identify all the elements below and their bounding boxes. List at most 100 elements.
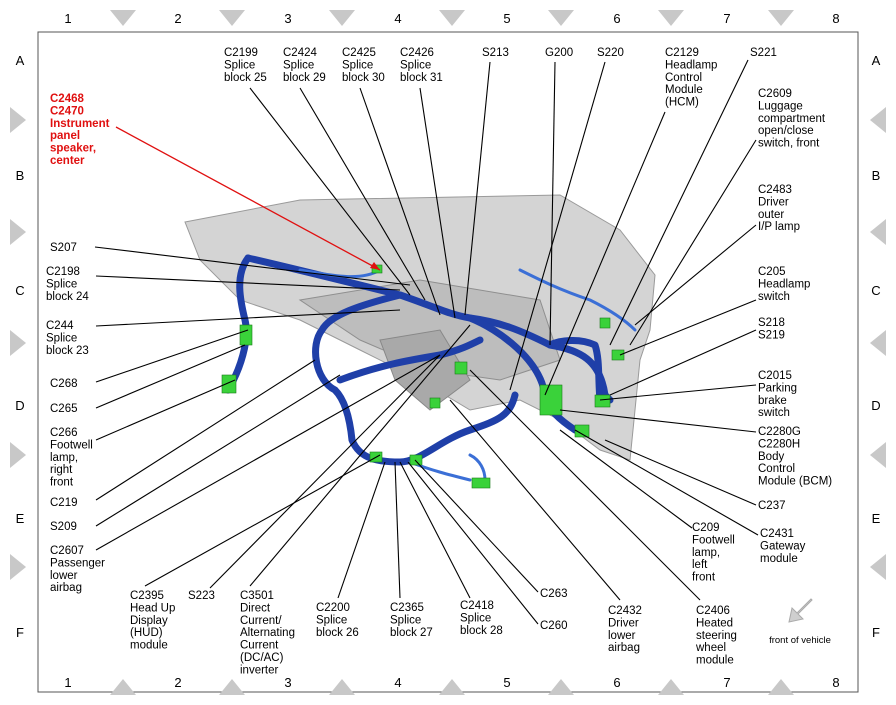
grid-marker xyxy=(658,10,684,26)
grid-marker xyxy=(658,679,684,695)
column-number: 7 xyxy=(723,11,730,26)
leader-line xyxy=(549,61,556,346)
callout-label: S223 xyxy=(188,590,215,602)
leader-line xyxy=(407,461,539,625)
leader-line xyxy=(95,379,236,441)
callout-label: C2199 Splice block 25 xyxy=(224,47,267,84)
callout-label-line: (HCM) xyxy=(665,97,699,109)
callout-label: C244 Splice block 23 xyxy=(46,320,89,357)
callout-label-line: S213 xyxy=(482,47,509,59)
callout-label: C268 xyxy=(50,378,78,390)
callout-label: C2424 Splice block 29 xyxy=(283,47,326,84)
callout-label-line: Splice xyxy=(460,612,491,624)
column-number: 3 xyxy=(284,11,291,26)
callout-label-line: Driver xyxy=(608,617,639,629)
callout-label-line: Splice xyxy=(283,59,314,71)
callout-label-line: front xyxy=(692,572,716,584)
callout-label: C2483 Driver outer I/P lamp xyxy=(758,184,800,233)
callout-label: C260 xyxy=(540,620,568,632)
callout-label-line: S207 xyxy=(50,242,77,254)
callout-label-line: C237 xyxy=(758,500,786,512)
leader-line xyxy=(629,139,757,346)
callout-label: C2418 Splice block 28 xyxy=(460,600,503,637)
callout-label-line: front xyxy=(50,477,74,489)
callout-label: C2607 Passenger lower airbag xyxy=(50,545,105,594)
highlight-leader xyxy=(115,126,381,271)
callout-label-line: I/P lamp xyxy=(758,221,800,233)
leader-line xyxy=(95,344,246,409)
callout-label-line: Splice xyxy=(224,59,255,71)
callout-label-line: S223 xyxy=(188,590,215,602)
grid-marker xyxy=(870,442,886,468)
grid-marker xyxy=(10,554,26,580)
callout-label: C266 Footwell lamp, right front xyxy=(50,427,93,489)
callout-label-line: S209 xyxy=(50,521,77,533)
leader-line xyxy=(559,429,693,529)
grid-marker xyxy=(439,679,465,695)
callout-label-line: Gateway xyxy=(760,540,806,552)
highlighted-label-line: panel xyxy=(50,130,80,142)
row-letter: C xyxy=(15,283,24,298)
callout-label-line: Module xyxy=(665,84,703,96)
leader-line xyxy=(609,59,749,346)
column-number: 2 xyxy=(174,675,181,690)
front-of-vehicle-label: front of vehicle xyxy=(769,635,831,646)
callout-label-line: Headlamp xyxy=(665,59,717,71)
callout-label-line: C2607 xyxy=(50,545,84,557)
leader-line xyxy=(544,111,666,396)
callout-label-line: Passenger xyxy=(50,557,105,569)
grid-marker xyxy=(10,442,26,468)
callout-label: C265 xyxy=(50,403,78,415)
callout-label-line: Control xyxy=(758,463,795,475)
callout-label-line: Body xyxy=(758,451,784,463)
callout-label: C219 xyxy=(50,497,78,509)
grid-marker xyxy=(870,554,886,580)
callout-label: C2426 Splice block 31 xyxy=(400,47,443,84)
leader-line xyxy=(604,439,757,506)
callout-label-line: block 28 xyxy=(460,625,503,637)
column-number: 4 xyxy=(394,11,401,26)
leader-line xyxy=(469,369,701,601)
callout-label: C2200 Splice block 26 xyxy=(316,602,359,639)
front-of-vehicle-arrow: front of vehicle xyxy=(769,598,831,646)
callout-label-line: C2406 xyxy=(696,605,730,617)
callout-label-line: airbag xyxy=(608,642,640,654)
callout-label-line: C2280H xyxy=(758,438,800,450)
leader-line xyxy=(634,224,757,326)
callout-label-line: C263 xyxy=(540,588,568,600)
callout-label-line: block 23 xyxy=(46,345,89,357)
callout-label-line: S219 xyxy=(758,329,785,341)
callout-label-line: C205 xyxy=(758,266,786,278)
callout-label: S213 xyxy=(482,47,509,59)
callout-label-line: S218 xyxy=(758,317,785,329)
callout-label-line: C2418 xyxy=(460,600,494,612)
callout-label-line: (HUD) xyxy=(130,627,163,639)
leader-line xyxy=(559,409,757,433)
callout-label-line: Splice xyxy=(390,614,421,626)
grid-marker xyxy=(439,10,465,26)
leader-line xyxy=(419,87,456,319)
leader-line xyxy=(394,461,401,599)
leader-line xyxy=(574,429,759,536)
callout-label: C2365 Splice block 27 xyxy=(390,602,433,639)
callout-label-line: Driver xyxy=(758,196,789,208)
callout-label-line: G200 xyxy=(545,47,573,59)
callout-label: S218 S219 xyxy=(758,317,785,341)
callout-label-line: C2200 xyxy=(316,602,350,614)
callout-label: C2609 Luggage compartment open/close switch,… xyxy=(758,88,826,150)
leader-line xyxy=(464,61,491,316)
callout-label: C2198 Splice block 24 xyxy=(46,266,89,303)
callout-label: C2015 Parking brake switch xyxy=(758,370,797,419)
callout-label-line: Head Up xyxy=(130,602,175,614)
callout-label-line: Current/ xyxy=(240,615,282,627)
callout-label-line: airbag xyxy=(50,582,82,594)
leader-line xyxy=(144,454,381,587)
leader-line xyxy=(299,87,426,301)
callout-label-line: C3501 xyxy=(240,590,274,602)
grid-marker xyxy=(768,10,794,26)
callout-label-line: brake xyxy=(758,395,787,407)
leader-line xyxy=(95,329,249,383)
callout-label-line: C2432 xyxy=(608,605,642,617)
row-letter: B xyxy=(16,168,25,183)
